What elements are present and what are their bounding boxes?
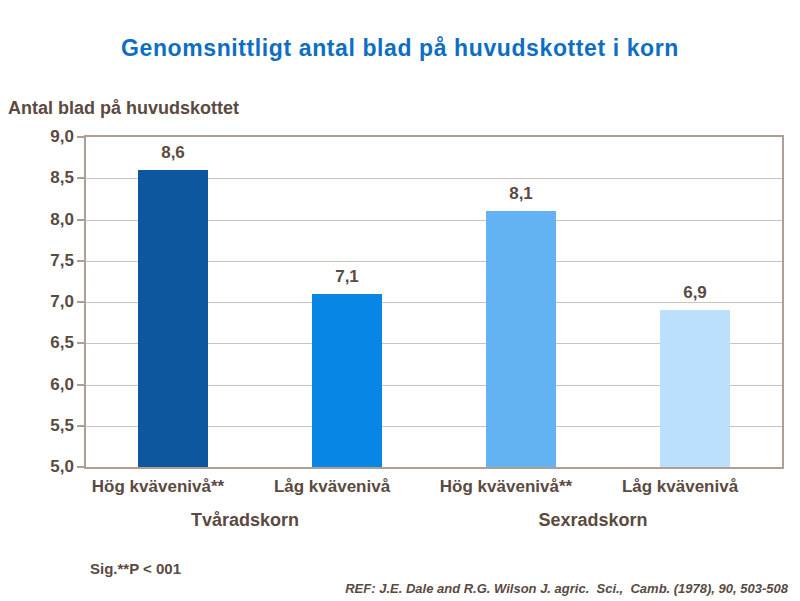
y-axis-tick-label: 7,5 [0,250,74,272]
y-axis-tick-label: 5,5 [0,415,74,437]
bar-value-label: 8,1 [471,184,571,204]
y-axis-tick-label: 8,5 [0,167,74,189]
bar-value-label: 6,9 [645,283,745,303]
y-axis-tick-labels: 5,05,56,06,57,07,58,08,59,0 [0,137,74,467]
x-category-label: Låg kvävenivå [570,477,790,497]
y-axis-tick-label: 7,0 [0,291,74,313]
bar-value-label: 8,6 [123,143,223,163]
plot-area: 8,6 7,1 8,1 6,9 [84,135,784,469]
y-axis-title: Antal blad på huvudskottet [8,98,239,119]
y-axis-tick-label: 5,0 [0,456,74,478]
x-group-label: Tvåradskorn [135,510,355,531]
bar [312,294,382,467]
y-axis-tick-label: 6,5 [0,332,74,354]
significance-note: Sig.**P < 001 [90,560,181,577]
slide: Genomsnittligt antal blad på huvudskotte… [0,0,800,601]
chart-title: Genomsnittligt antal blad på huvudskotte… [0,35,800,62]
y-axis-tick-label: 9,0 [0,126,74,148]
x-axis-category-labels: Hög kvävenivå**Låg kvävenivåHög kväveniv… [84,477,784,501]
y-axis-tick-label: 8,0 [0,209,74,231]
bar [660,310,730,467]
bar [486,211,556,467]
x-group-label: Sexradskorn [483,510,703,531]
bar [138,170,208,467]
y-axis-tick-label: 6,0 [0,374,74,396]
x-axis-group-labels: Tvåradskorn Sexradskorn [84,510,784,536]
reference-citation: REF: J.E. Dale and R.G. Wilson J. agric.… [150,581,788,596]
bar-value-label: 7,1 [297,267,397,287]
